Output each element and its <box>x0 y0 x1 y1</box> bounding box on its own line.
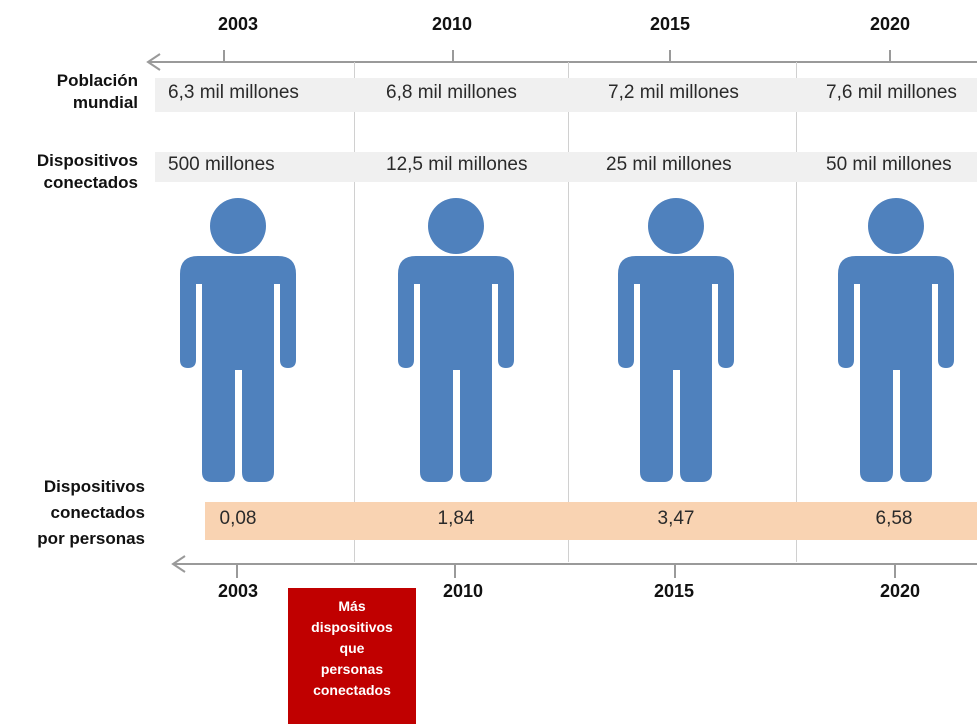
top-year-2020: 2020 <box>869 14 911 34</box>
devices-band <box>155 152 977 182</box>
population-2010: 6,8 mil millones <box>386 82 517 103</box>
ratio-2003: 0,08 <box>219 508 257 529</box>
more-devices-than-people-note: Más dispositivos que personas conectados <box>288 588 416 724</box>
top-year-2003: 2003 <box>217 14 259 34</box>
bottom-year-2020: 2020 <box>879 581 921 601</box>
devices-2003: 500 millones <box>168 154 275 175</box>
person-icon <box>398 198 514 482</box>
devices-2010: 12,5 mil millones <box>386 154 528 175</box>
population-band <box>155 78 977 112</box>
bottom-year-2010: 2010 <box>442 581 484 601</box>
population-2015: 7,2 mil millones <box>608 82 739 103</box>
ratio-band <box>205 502 977 540</box>
population-2003: 6,3 mil millones <box>168 82 299 103</box>
devices-label: Dispositivos conectados <box>36 151 138 192</box>
top-year-2015: 2015 <box>649 14 691 34</box>
person-icon <box>618 198 734 482</box>
devices-2015: 25 mil millones <box>606 154 732 175</box>
top-timeline-arrow <box>146 50 977 71</box>
column-divider <box>354 62 355 562</box>
column-divider <box>796 62 797 562</box>
bottom-year-2003: 2003 <box>217 581 259 601</box>
population-2020: 7,6 mil millones <box>826 82 957 103</box>
ratio-label: Dispositivos conectados por personas <box>37 477 145 548</box>
top-year-2010: 2010 <box>431 14 473 34</box>
column-divider <box>568 62 569 562</box>
bottom-year-2015: 2015 <box>653 581 695 601</box>
ratio-2020: 6,58 <box>875 508 913 529</box>
ratio-2015: 3,47 <box>657 508 695 529</box>
person-icon <box>180 198 296 482</box>
devices-2020: 50 mil millones <box>826 154 952 175</box>
ratio-2010: 1,84 <box>437 508 475 529</box>
person-icon <box>838 198 954 482</box>
population-label: Población mundial <box>56 71 138 112</box>
bottom-timeline-arrow <box>171 555 977 578</box>
